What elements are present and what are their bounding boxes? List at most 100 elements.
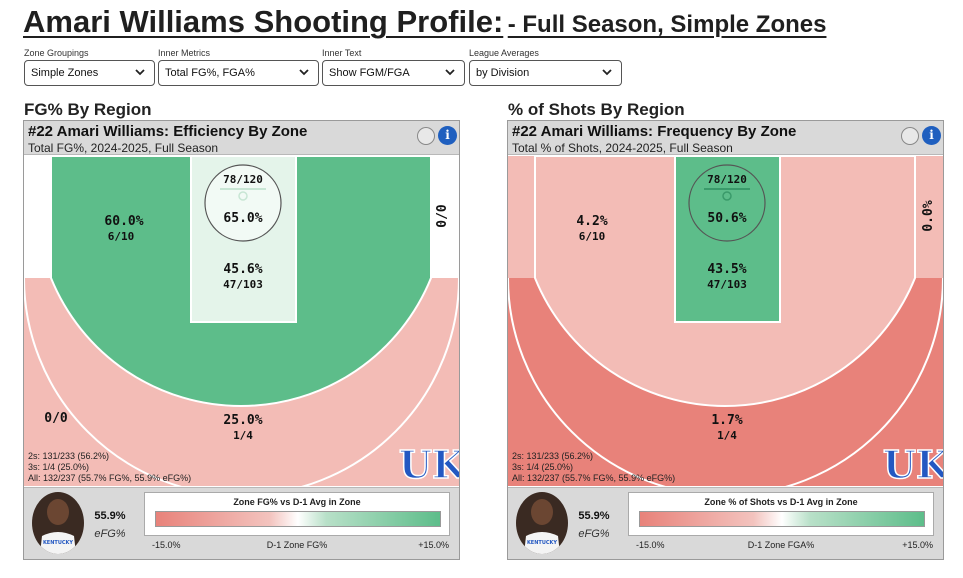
- chevron-down-icon: [445, 69, 455, 76]
- zone-groupings-label: Zone Groupings: [24, 48, 89, 58]
- legend-gradient-bar: [155, 511, 441, 527]
- efficiency-panel: #22 Amari Williams: Efficiency By Zone To…: [23, 120, 460, 560]
- legend-mid-label: D-1 Zone FG%: [266, 540, 328, 550]
- season-stats: 2s: 131/233 (56.2%) 3s: 1/4 (25.0%) All: 1…: [28, 451, 191, 484]
- info-icon[interactable]: i: [438, 126, 457, 145]
- restricted-value-label: 65.0%: [223, 211, 262, 226]
- page-title-main: Amari Williams Shooting Profile:: [23, 4, 504, 39]
- league-averages-label: League Averages: [469, 48, 539, 58]
- kentucky-logo-text: UK: [399, 442, 459, 486]
- page-title: Amari Williams Shooting Profile: - Full …: [23, 4, 826, 40]
- season-stat-line: All: 132/237 (55.7% FG%, 55.9% eFG%): [28, 473, 192, 483]
- toggle-circle-button[interactable]: [901, 127, 919, 145]
- player-photo: KENTUCKY: [32, 492, 84, 554]
- inner-metrics-select[interactable]: Total FG%, FGA%: [158, 60, 319, 86]
- inner-text-control: Inner Text Show FGM/FGA: [322, 48, 465, 86]
- paint-count-label: 47/103: [707, 278, 747, 291]
- outer-arc-line: [508, 277, 943, 486]
- zone-corner-right: [431, 156, 459, 278]
- efg-label: eFG%: [578, 528, 610, 540]
- league-averages-control: League Averages by Division: [469, 48, 622, 86]
- kentucky-logo: UK: [882, 441, 943, 486]
- midrange-count-label: 6/10: [579, 230, 606, 243]
- legend-max-label: +15.0%: [418, 540, 449, 550]
- legend-min-label: -15.0%: [152, 540, 181, 550]
- kentucky-logo-text: UK: [883, 442, 943, 486]
- restricted-count-label: 78/120: [223, 173, 263, 186]
- panel-footer: KENTUCKY 55.9% eFG% Zone % of Shots vs D-1 …: [508, 487, 943, 559]
- chevron-down-icon: [299, 69, 309, 76]
- panel-header-title: #22 Amari Williams: Frequency By Zone: [512, 123, 797, 140]
- chevron-down-icon: [135, 69, 145, 76]
- inner-metrics-value: Total FG%, FGA%: [165, 67, 255, 79]
- paint-value-label: 45.6%: [223, 262, 262, 277]
- shot-chart-court: 78/120 65.0% 45.6%47/103 60.0%6/10 0/0 0/0 25.…: [24, 156, 459, 486]
- midrange-count-label: 6/10: [108, 230, 135, 243]
- inner-metrics-label: Inner Metrics: [158, 48, 211, 58]
- three-value-label: 25.0%: [223, 413, 262, 428]
- league-averages-value: by Division: [476, 67, 530, 79]
- season-stats: 2s: 131/233 (56.2%) 3s: 1/4 (25.0%) All: 1…: [512, 451, 675, 484]
- hoop-ring: [722, 191, 732, 201]
- efg-value: 55.9%: [578, 510, 610, 522]
- corner-right-label: 0.0%: [921, 200, 936, 231]
- legend-mid-label: D-1 Zone FGA%: [747, 540, 815, 550]
- legend-title: Zone % of Shots vs D-1 Avg in Zone: [704, 497, 858, 507]
- corner-left-label: 0/0: [44, 411, 68, 426]
- paint-value-label: 43.5%: [707, 262, 746, 277]
- panel-header-subtitle: Total FG%, 2024-2025, Full Season: [28, 141, 219, 155]
- corner-right-label: 0/0: [435, 204, 450, 228]
- midrange-value-label: 60.0%: [104, 214, 143, 229]
- frequency-panel: #22 Amari Williams: Frequency By Zone Tot…: [507, 120, 944, 560]
- inner-text-value: Show FGM/FGA: [329, 67, 410, 79]
- season-stat-line: All: 132/237 (55.7% FG%, 55.9% eFG%): [512, 473, 676, 483]
- zone-restricted: [204, 164, 282, 242]
- info-icon[interactable]: i: [922, 126, 941, 145]
- season-stat-line: 3s: 1/4 (25.0%): [512, 462, 574, 472]
- panel-header-subtitle: Total % of Shots, 2024-2025, Full Season: [512, 141, 733, 155]
- shot-chart-court: 78/120 50.6% 43.5%47/103 4.2%6/10 0.0% 1.7%1/…: [508, 156, 943, 486]
- legend-min-label: -15.0%: [636, 540, 665, 550]
- fg-by-region-title: FG% By Region: [24, 100, 152, 119]
- restricted-value-label: 50.6%: [707, 211, 746, 226]
- jersey-text: KENTUCKY: [43, 540, 73, 546]
- zone-corner-left: [24, 156, 51, 278]
- chevron-down-icon: [602, 69, 612, 76]
- season-stat-line: 3s: 1/4 (25.0%): [28, 462, 90, 472]
- legend-max-label: +15.0%: [902, 540, 933, 550]
- season-stat-line: 2s: 131/233 (56.2%): [512, 451, 594, 461]
- jersey-text: KENTUCKY: [527, 540, 557, 546]
- three-value-label: 1.7%: [711, 413, 742, 428]
- restricted-count-label: 78/120: [707, 173, 747, 186]
- player-photo: KENTUCKY: [516, 492, 568, 554]
- zone-groupings-value: Simple Zones: [31, 67, 99, 79]
- zone-groupings-select[interactable]: Simple Zones: [24, 60, 155, 86]
- inner-metrics-control: Inner Metrics Total FG%, FGA%: [158, 48, 319, 86]
- efg-label: eFG%: [94, 528, 126, 540]
- inner-text-select[interactable]: Show FGM/FGA: [322, 60, 465, 86]
- zone-restricted: [688, 164, 766, 242]
- panel-header: #22 Amari Williams: Frequency By Zone Tot…: [508, 121, 943, 155]
- three-count-label: 1/4: [233, 429, 253, 442]
- zone-corner-left: [508, 156, 535, 278]
- page-title-sub: - Full Season, Simple Zones: [507, 11, 827, 38]
- toggle-circle-button[interactable]: [417, 127, 435, 145]
- panel-header: #22 Amari Williams: Efficiency By Zone To…: [24, 121, 459, 155]
- panel-header-title: #22 Amari Williams: Efficiency By Zone: [28, 123, 308, 140]
- legend-title: Zone FG% vs D-1 Avg in Zone: [233, 497, 361, 507]
- color-legend: Zone FG% vs D-1 Avg in Zone: [144, 492, 450, 536]
- paint-count-label: 47/103: [223, 278, 263, 291]
- inner-text-label: Inner Text: [322, 48, 362, 58]
- avatar: KENTUCKY: [32, 492, 84, 554]
- zone-corner-right: [915, 156, 943, 278]
- three-count-label: 1/4: [717, 429, 737, 442]
- shots-by-region-title: % of Shots By Region: [508, 100, 685, 119]
- panel-footer: KENTUCKY 55.9% eFG% Zone FG% vs D-1 Avg in …: [24, 487, 459, 559]
- season-stat-line: 2s: 131/233 (56.2%): [28, 451, 110, 461]
- kentucky-logo: UK: [398, 441, 459, 486]
- league-averages-select[interactable]: by Division: [469, 60, 622, 86]
- zone-groupings-control: Zone Groupings Simple Zones: [24, 48, 155, 86]
- hoop-ring: [238, 191, 248, 201]
- efg-value: 55.9%: [94, 510, 126, 522]
- color-legend: Zone % of Shots vs D-1 Avg in Zone: [628, 492, 934, 536]
